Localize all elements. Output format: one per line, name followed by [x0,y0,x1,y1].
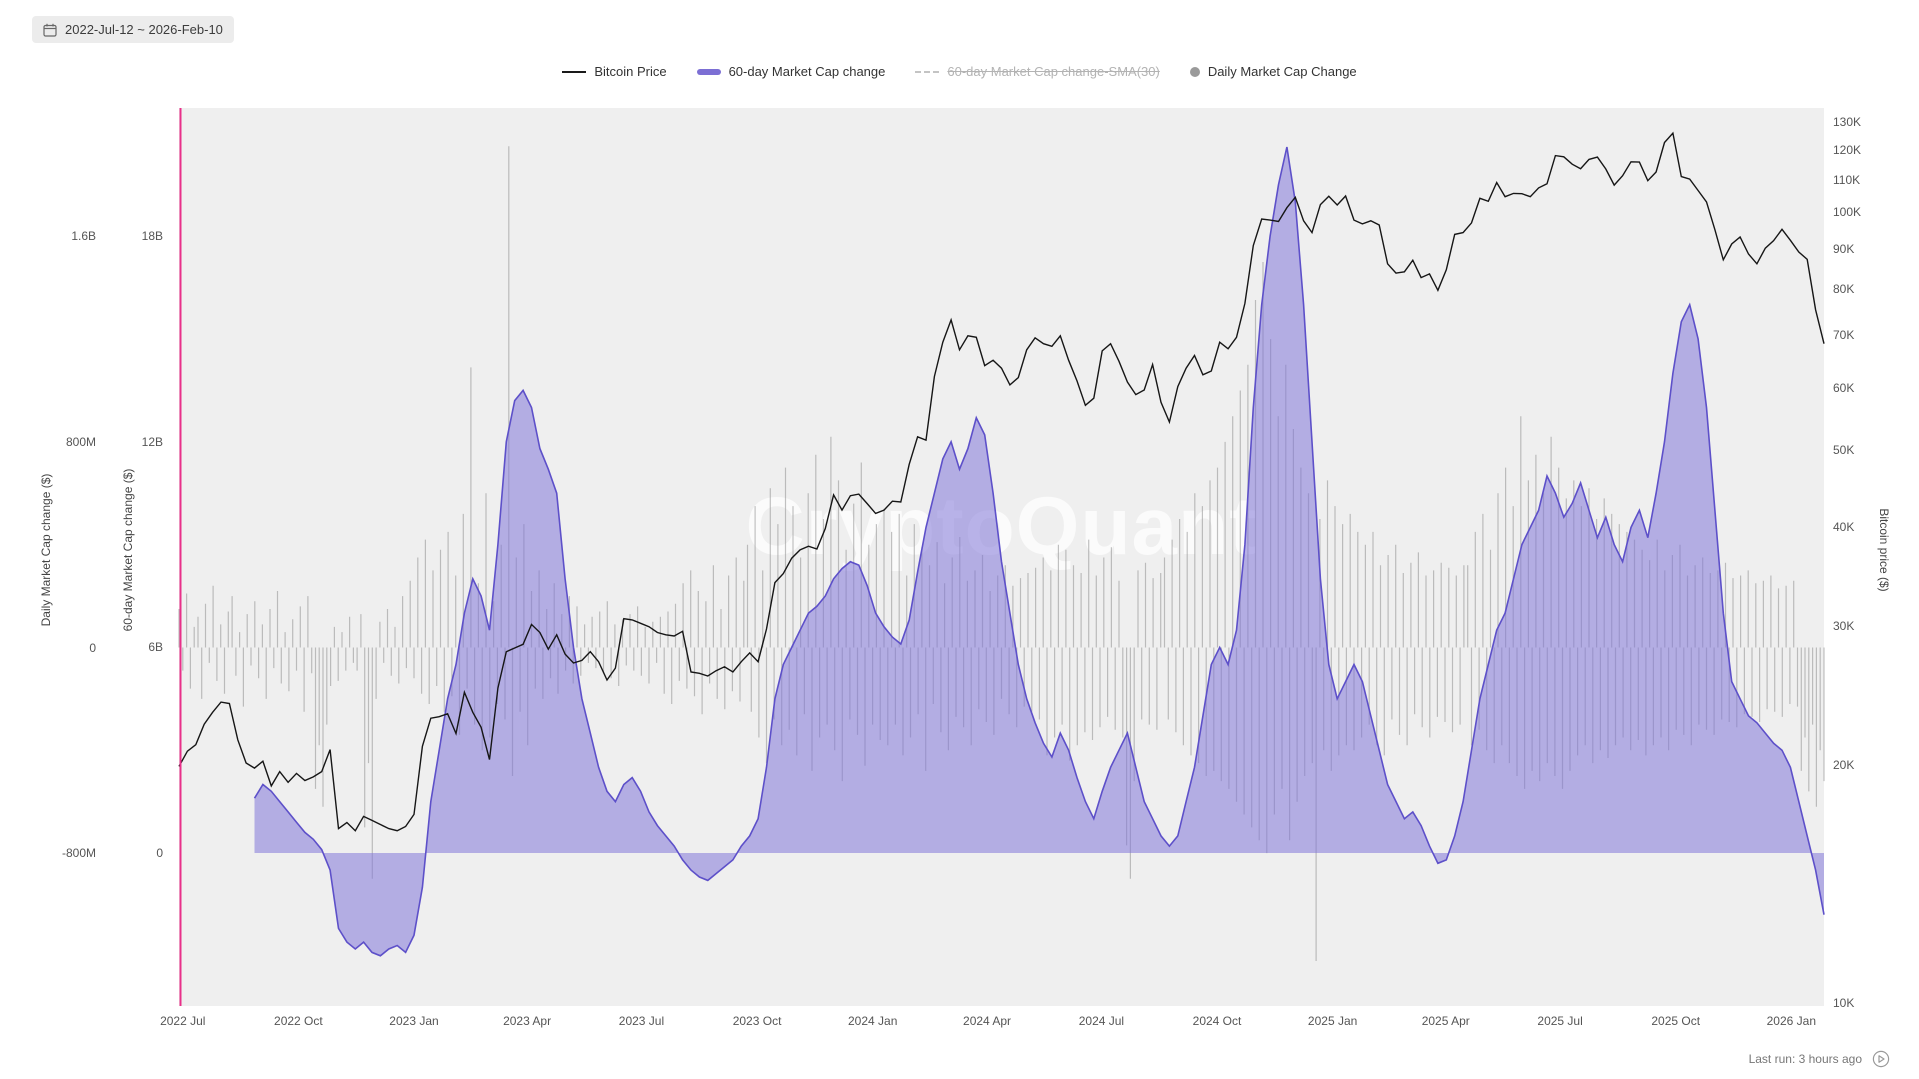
price-axis-tick: 110K [1833,172,1861,187]
price-axis-tick: 130K [1833,115,1862,130]
x-axis-tick: 2026 Jan [1766,1014,1816,1028]
daily-axis-tick: 0 [89,640,96,655]
price-axis-title: Bitcoin price ($) [1877,508,1891,592]
play-icon [1872,1050,1890,1068]
date-range-badge[interactable]: 2022-Jul-12 ~ 2026-Feb-10 [32,16,234,43]
mc60-axis-tick: 18B [141,229,163,244]
x-axis-tick: 2023 Oct [732,1014,782,1028]
price-axis-tick: 40K [1833,519,1855,534]
legend-label: 60-day Market Cap change [728,64,886,79]
x-axis-tick: 2025 Jan [1307,1014,1358,1028]
mc60-area [254,147,1824,956]
price-axis-tick: 70K [1833,327,1855,342]
x-axis-tick: 2023 Apr [503,1014,552,1028]
x-axis-tick: 2025 Oct [1651,1014,1701,1028]
mc60-axis-tick: 6B [148,640,163,655]
mc60-axis-title: 60-day Market Cap change ($) [121,468,135,632]
daily-axis-tick: 800M [65,434,96,449]
x-axis-tick: 2025 Apr [1421,1014,1470,1028]
price-axis-tick: 90K [1833,241,1855,256]
run-button[interactable] [1871,1049,1891,1069]
footer: Last run: 3 hours ago [1749,1049,1891,1069]
price-line [178,131,1825,832]
legend-item-bitcoin-price[interactable]: Bitcoin Price [562,64,667,79]
daily-axis-tick: 1.6B [71,229,96,244]
price-axis-tick: 80K [1833,281,1855,296]
legend-item-daily-market-cap-change[interactable]: Daily Market Cap Change [1189,64,1357,79]
date-range-label: 2022-Jul-12 ~ 2026-Feb-10 [65,22,223,37]
price-axis-tick: 50K [1833,443,1855,458]
legend-label: Daily Market Cap Change [1207,64,1357,79]
price-axis-tick: 30K [1833,618,1855,633]
price-axis-tick: 120K [1833,142,1862,157]
legend-label: 60-day Market Cap change-SMA(30) [947,64,1160,79]
x-axis-tick: 2023 Jul [618,1014,665,1028]
mc60-axis-tick: 0 [156,846,163,860]
price-axis-tick: 100K [1833,205,1862,220]
legend-label: Bitcoin Price [594,64,667,79]
mc60-axis-tick: 12B [141,434,163,449]
daily-axis-title: Daily Market Cap change ($) [39,473,53,627]
x-axis-tick: 2024 Oct [1192,1014,1242,1028]
dot-swatch-icon [1189,66,1200,77]
x-axis-tick: 2024 Jan [847,1014,898,1028]
calendar-icon [43,23,57,37]
area-swatch-icon [696,68,721,75]
x-axis-tick: 2023 Jan [389,1014,439,1028]
price-axis-tick: 10K [1833,995,1855,1010]
line-swatch-icon [562,70,587,73]
dashed-swatch-icon [915,70,940,73]
x-axis-tick: 2022 Jul [160,1014,206,1028]
chart-legend: Bitcoin Price 60-day Market Cap change 60-… [0,64,1919,79]
x-axis-tick: 2024 Apr [963,1014,1012,1028]
daily-axis-tick: -800M [61,846,96,861]
x-axis-tick: 2024 Jul [1078,1014,1125,1028]
last-run-label: Last run: 3 hours ago [1748,1052,1862,1066]
legend-item-60-day-market-cap-change-sma-30-[interactable]: 60-day Market Cap change-SMA(30) [915,64,1160,79]
price-axis-tick: 60K [1833,380,1855,395]
x-axis-tick: 2025 Jul [1537,1014,1583,1028]
legend-item-60-day-market-cap-change[interactable]: 60-day Market Cap change [696,64,886,79]
x-axis-tick: 2022 Oct [274,1014,323,1028]
mc60-line [253,146,1825,957]
price-axis-tick: 20K [1833,757,1855,772]
